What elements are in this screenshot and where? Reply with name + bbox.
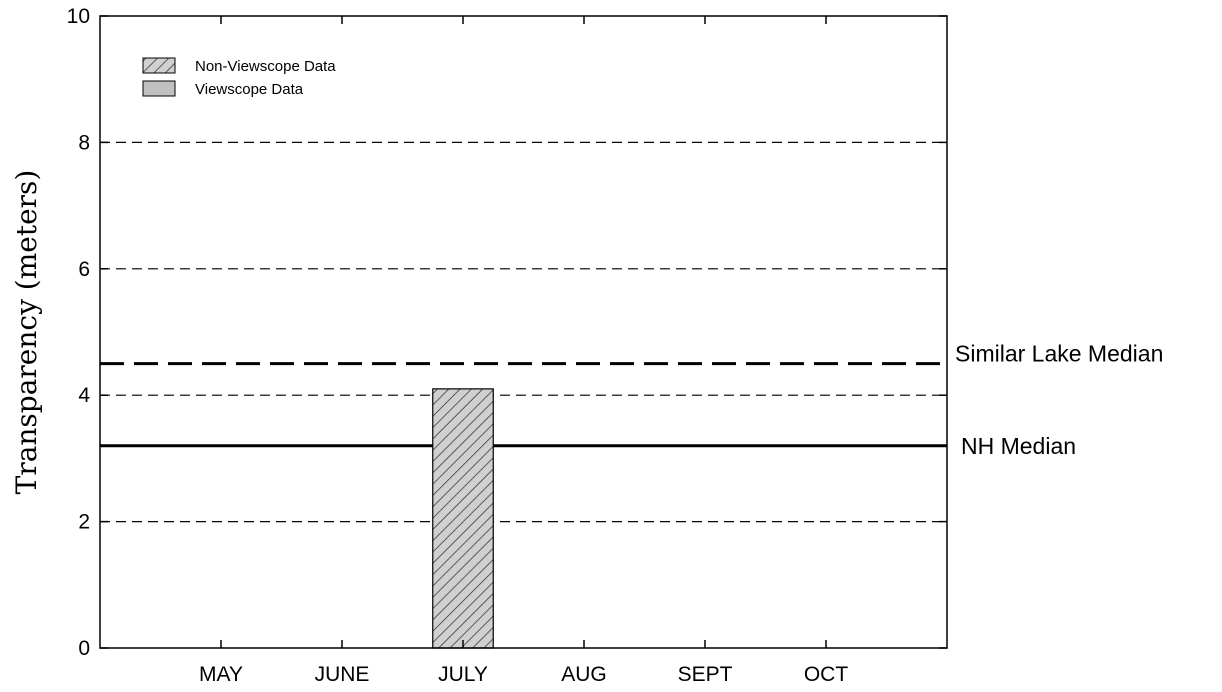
x-tick-label: JULY: [438, 663, 488, 686]
grid-lines: [100, 141, 947, 523]
y-tick-label: 6: [78, 258, 90, 281]
x-tick-label: AUG: [561, 663, 607, 686]
y-tick-label: 8: [78, 131, 90, 154]
y-tick-label: 0: [78, 637, 90, 660]
y-tick-label: 10: [67, 5, 90, 28]
x-tick-label: SEPT: [678, 663, 733, 686]
reference-line-labels: Similar Lake Median NH Median: [955, 341, 1163, 459]
legend-swatch: [142, 80, 176, 97]
similar-lake-median-label: Similar Lake Median: [955, 341, 1163, 367]
reference-lines: [100, 362, 947, 448]
y-tick-label: 2: [78, 511, 90, 534]
legend-swatch: [142, 57, 176, 74]
x-tick-label: JUNE: [315, 663, 370, 686]
x-tick-label: OCT: [804, 663, 849, 686]
legend: Non-Viewscope Data Viewscope Data: [142, 57, 336, 98]
legend-label: Viewscope Data: [195, 81, 304, 98]
bar-july: [432, 388, 494, 649]
x-axis-ticks: MAY JUNE JULY AUG SEPT OCT: [199, 16, 848, 686]
plot-frame: [99, 15, 948, 649]
y-axis-ticks: 0 2 4 6 8 10: [67, 5, 947, 660]
nh-median-label: NH Median: [961, 433, 1076, 459]
x-tick-label: MAY: [199, 663, 243, 686]
y-tick-label: 4: [78, 384, 90, 407]
legend-label: Non-Viewscope Data: [195, 58, 336, 75]
bars: [432, 388, 494, 649]
y-axis-label: Transparency (meters): [10, 170, 43, 495]
